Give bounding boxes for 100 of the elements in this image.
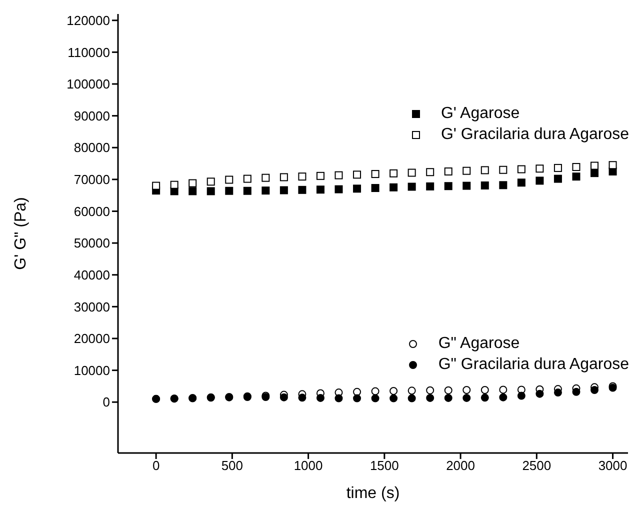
point [262,186,270,195]
point [572,172,580,181]
point [426,182,434,190]
point [426,386,434,394]
legend-label: G' Agarose [440,104,520,122]
point [462,166,471,175]
legend-label: G" Gracilaria dura Agarose [438,356,629,374]
point [188,179,197,188]
y-tick-label: 70000 [74,172,110,188]
point [353,388,362,396]
point [280,186,288,194]
legend-label: G' Gracilaria dura Agarose [440,126,629,144]
point [426,394,434,402]
x-tick-label: 1000 [294,458,323,474]
point [353,170,362,179]
point [298,186,306,194]
y-tick-label: 90000 [74,108,110,124]
point [444,394,452,402]
y-tick-label: 10000 [74,362,110,378]
point [280,173,288,182]
x-tick-label: 2000 [446,458,475,474]
point [608,161,617,170]
point [298,172,306,181]
y-tick-label: 40000 [74,267,110,282]
point [206,187,215,196]
point [572,388,580,396]
point [462,386,471,394]
point [280,393,288,402]
point [371,184,380,192]
point [408,386,416,395]
point [444,182,452,190]
point [590,386,599,394]
point [225,186,234,195]
point [444,386,452,394]
point [371,387,380,396]
x-tick-label: 500 [221,458,244,474]
point [499,166,508,174]
y-tick-label: 60000 [74,204,110,219]
legend-label: G" Agarose [438,334,520,352]
point [554,388,562,397]
point [298,394,306,402]
point [334,394,343,402]
point [262,174,270,182]
point [390,169,398,178]
point [536,176,544,185]
point [426,168,434,176]
point [590,162,599,170]
point [390,183,398,192]
point [390,394,398,402]
point [517,178,526,187]
point [480,181,489,190]
y-tick-label: 120000 [66,12,110,28]
point [462,394,471,402]
y-tick-label: 30000 [74,299,110,314]
point [554,164,562,172]
y-tick-label: 50000 [74,236,110,251]
point [170,180,178,189]
x-tick-label: 3000 [598,458,628,474]
point [390,386,398,395]
y-tick-label: 0 [102,394,110,410]
point [152,182,160,190]
point [225,176,234,184]
point [316,394,324,402]
point [243,186,252,195]
point [334,171,343,180]
x-axis-title: time (s) [346,485,400,502]
point [243,174,252,183]
point [408,182,416,191]
point [408,168,416,177]
x-tick-label: 2500 [522,458,552,474]
y-tick-label: 20000 [74,331,110,346]
point [499,181,508,190]
point [353,394,362,402]
point [316,186,324,194]
y-tick-label: 80000 [74,140,110,156]
point [480,166,489,174]
y-tick-label: 110000 [68,44,110,60]
point [371,170,380,178]
point [536,390,544,398]
point [316,172,324,180]
point [444,167,452,176]
point [590,169,599,178]
point [499,393,508,402]
y-axis-title: G' G" (Pa) [12,197,30,270]
point [480,394,489,402]
point [517,165,526,174]
point [188,187,197,196]
point [462,182,471,190]
y-tick-label: 100000 [66,76,110,92]
x-tick-label: 0 [152,458,160,474]
x-tick-label: 1500 [370,458,399,474]
point [536,164,544,173]
point [480,386,489,394]
point [499,386,508,394]
point [408,394,416,402]
point [334,185,343,194]
point [206,178,215,186]
point [572,163,580,172]
point [371,394,380,402]
point [517,392,526,400]
